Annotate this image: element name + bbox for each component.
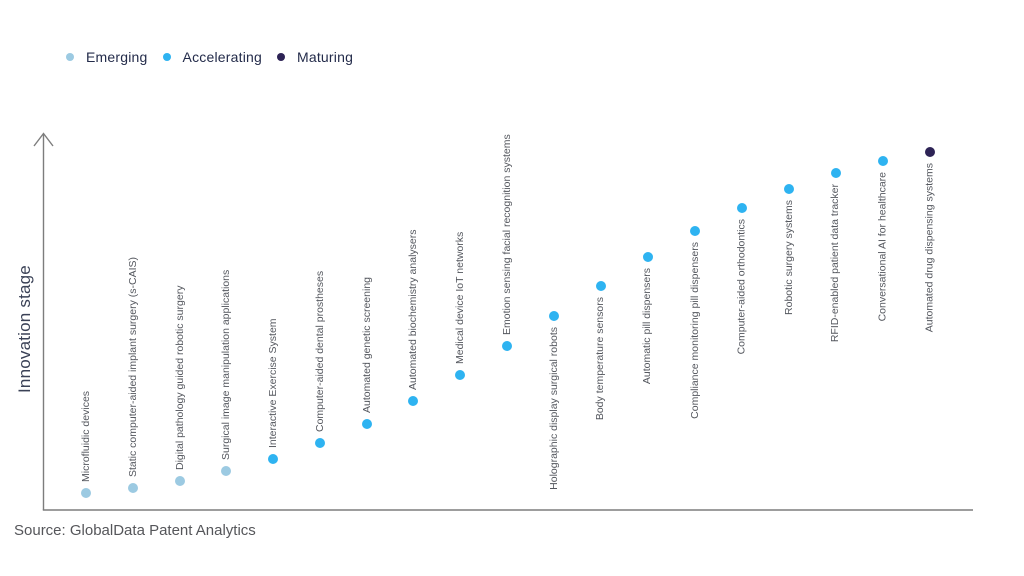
data-point-dot (737, 203, 747, 213)
legend-label: Emerging (86, 49, 148, 65)
legend-label: Maturing (296, 49, 354, 65)
data-point-dot (455, 370, 465, 380)
data-point-dot (643, 252, 653, 262)
data-point-dot (175, 476, 185, 486)
data-point-dot (596, 281, 606, 291)
data-point-dot (315, 438, 325, 448)
data-point-label: Automated genetic screening (360, 276, 373, 413)
data-point-label: Static computer-aided implant surgery (s… (126, 257, 139, 477)
legend-item-maturing: Maturing (276, 49, 354, 65)
maturing-dot-icon (276, 53, 285, 61)
data-point-label: Body temperature sensors (594, 297, 607, 421)
source-note: Source: GlobalData Patent Analytics (14, 522, 256, 539)
emerging-dot-icon (66, 53, 74, 61)
data-point-label: Computer-aided orthodontics (735, 219, 748, 355)
data-point-dot (362, 419, 372, 429)
data-point-dot (878, 156, 888, 166)
data-point-label: Digital pathology guided robotic surgery (173, 285, 186, 470)
data-point-dot (502, 341, 512, 351)
data-point-label: Holographic display surgical robots (547, 327, 560, 490)
data-point-label: Automatic pill dispensers (641, 268, 654, 385)
data-point-dot (831, 168, 841, 178)
data-point-dot (549, 311, 559, 321)
legend-item-emerging: Emerging (66, 49, 148, 65)
legend: Emerging Accelerating Maturing (66, 48, 368, 66)
data-point-label: Automated biochemistry analysers (406, 229, 419, 391)
data-point-label: Medical device IoT networks (453, 231, 466, 364)
data-point-dot (925, 147, 935, 157)
data-point-label: Surgical image manipulation applications (219, 269, 232, 460)
data-point-label: Interactive Exercise System (266, 318, 279, 448)
y-axis-arrow-icon (33, 132, 54, 147)
data-point-label: Robotic surgery systems (782, 200, 795, 315)
accelerating-dot-icon (162, 53, 171, 61)
data-point-label: Compliance monitoring pill dispensers (688, 242, 701, 419)
data-point-label: Emotion sensing facial recognition syste… (500, 134, 513, 335)
data-point-label: Conversational AI for healthcare (876, 172, 889, 322)
data-point-dot (128, 483, 138, 493)
data-point-dot (221, 466, 231, 476)
legend-label: Accelerating (182, 49, 262, 65)
data-point-label: Automated drug dispensing systems (923, 163, 936, 333)
data-point-dot (408, 396, 418, 406)
data-point-label: Microfluidic devices (79, 390, 92, 482)
data-point-dot (268, 454, 278, 464)
legend-item-accelerating: Accelerating (162, 49, 262, 65)
data-point-dot (784, 184, 794, 194)
data-point-dot (690, 226, 700, 236)
data-point-dot (81, 488, 91, 498)
data-point-label: RFID-enabled patient data tracker (829, 184, 842, 343)
data-point-label: Computer-aided dental prostheses (313, 270, 326, 432)
